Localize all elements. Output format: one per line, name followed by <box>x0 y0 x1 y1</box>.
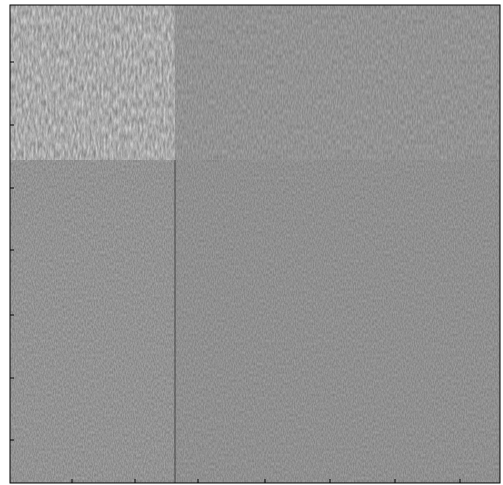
image-area <box>10 5 500 483</box>
approximation <box>10 5 175 160</box>
horizontal-detail <box>175 5 500 160</box>
diagonal-detail <box>175 160 500 483</box>
page: (() => { const data = JSON.parse(documen… <box>0 0 503 485</box>
image-figure <box>0 0 503 485</box>
vertical-detail <box>10 160 175 483</box>
